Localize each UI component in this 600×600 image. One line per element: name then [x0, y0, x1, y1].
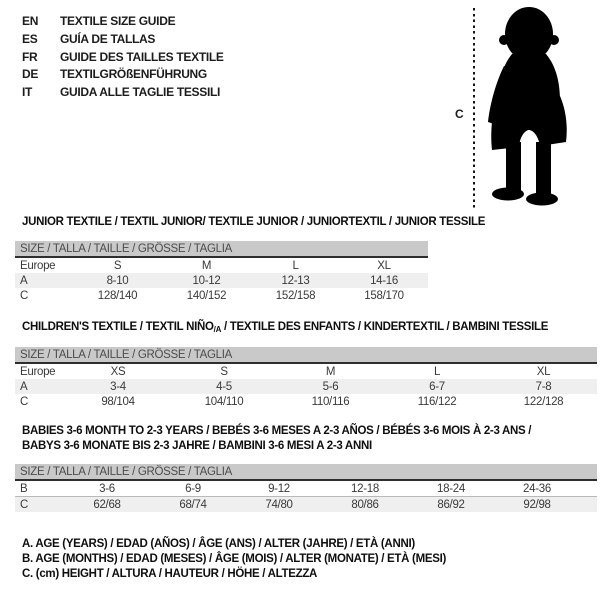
empty-cell [580, 496, 598, 512]
table-row: A 8-10 10-12 12-13 14-16 [15, 273, 429, 288]
size-value-cell: 122/128 [523, 395, 564, 408]
section-title-junior: JUNIOR TEXTILE / TEXTIL JUNIOR/ TEXTILE … [22, 215, 485, 230]
section-title-line: BABYS 3-6 MONATE BIS 2-3 JAHRE / BAMBINI… [22, 440, 372, 452]
size-value-cell: S [220, 365, 228, 378]
junior-size-table: SIZE / TALLA / TAILLE / GRÖSSE / TAGLIA E… [15, 241, 429, 303]
size-value-cell: 10-12 [162, 273, 251, 288]
table-row: C 62/68 68/74 74/80 80/86 86/92 92/98 [15, 496, 598, 512]
language-title: TEXTILE SIZE GUIDE [60, 14, 176, 28]
size-value-cell: 14-16 [340, 273, 429, 288]
table-header-size: SIZE / TALLA / TAILLE / GRÖSSE / TAGLIA [15, 241, 429, 258]
size-value-cell: 128/140 [97, 289, 138, 302]
section-title-line: JUNIOR TEXTILE / TEXTIL JUNIOR/ TEXTILE … [22, 216, 486, 228]
height-measure-label: C [455, 107, 464, 121]
size-value-cell: 86/92 [408, 496, 494, 512]
language-code: EN [22, 14, 39, 28]
language-list: EN TEXTILE SIZE GUIDE ES GUÍA DE TALLAS FR GU… [22, 13, 224, 102]
size-value-cell: 6-9 [185, 482, 201, 495]
table-row: Europe XS S M L XL [15, 363, 597, 379]
size-value-cell: XL [377, 259, 391, 272]
size-value-cell: M [201, 259, 212, 272]
section-title-line: BABIES 3-6 MONTH TO 2-3 YEARS / BEBÉS 3-… [22, 425, 532, 437]
size-value-cell: L [292, 259, 299, 272]
table-row: C 128/140 140/152 152/158 158/170 [15, 288, 428, 303]
language-title: TEXTILGRÖßENFÜHRUNG [60, 67, 207, 82]
row-label: B [20, 482, 28, 495]
footnote-line: C. (cm) HEIGHT / ALTURA / HAUTEUR / HÖHE… [22, 568, 318, 580]
size-value-cell: 158/170 [364, 289, 404, 302]
language-title: GUIDA ALLE TAGLIE TESSILI [60, 85, 221, 100]
size-value-cell: 8-10 [73, 273, 162, 288]
size-value-cell: 12-13 [251, 273, 340, 288]
table-row: Europe S M L XL [15, 257, 428, 273]
size-value-cell: L [433, 365, 441, 378]
size-value-cell: 152/158 [275, 289, 316, 302]
table-header-size: SIZE / TALLA / TAILLE / GRÖSSE / TAGLIA [15, 347, 598, 364]
size-value-cell: 140/152 [186, 289, 227, 302]
size-value-cell: 9-12 [268, 482, 290, 495]
table-row: B 3-6 6-9 9-12 12-18 18-24 24-36 [15, 480, 597, 497]
size-value-cell: 92/98 [494, 496, 580, 512]
row-label: Europe [20, 365, 56, 378]
size-value-cell: 12-18 [351, 482, 379, 495]
row-label: Europe [20, 259, 56, 272]
language-row: FR GUIDE DES TAILLES TEXTILE [22, 49, 224, 67]
baby-silhouette-icon [488, 7, 567, 206]
table-row: C 98/104 104/110 110/116 116/122 122/128 [15, 394, 597, 409]
size-value-cell: 5-6 [277, 379, 384, 394]
language-row: IT GUIDA ALLE TAGLIE TESSILI [22, 84, 224, 102]
footnote-line: A. AGE (YEARS) / EDAD (AÑOS) / ÂGE (ANS)… [22, 538, 415, 550]
section-title-line: CHILDREN'S TEXTILE / TEXTIL NIÑO/A / TEX… [22, 321, 549, 334]
size-value-cell: 18-24 [437, 482, 465, 495]
size-value-cell: 7-8 [490, 379, 598, 394]
size-value-cell: 3-4 [65, 379, 171, 394]
table-header-size: SIZE / TALLA / TAILLE / GRÖSSE / TAGLIA [15, 464, 598, 481]
language-title: GUÍA DE TALLAS [60, 31, 156, 46]
size-value-cell: M [325, 365, 336, 378]
size-value-cell: 116/122 [417, 395, 457, 408]
size-value-cell: 104/110 [204, 395, 244, 408]
size-value-cell: 68/74 [150, 496, 236, 512]
footnotes: A. AGE (YEARS) / EDAD (AÑOS) / ÂGE (ANS)… [22, 537, 446, 582]
language-row: DE TEXTILGRÖßENFÜHRUNG [22, 66, 224, 84]
size-value-cell: S [113, 259, 122, 272]
section-title-children: CHILDREN'S TEXTILE / TEXTIL NIÑO/A / TEX… [22, 320, 548, 337]
size-value-cell: 98/104 [101, 395, 135, 408]
row-label: C [15, 496, 64, 512]
language-code: DE [22, 67, 39, 82]
language-code: IT [22, 85, 33, 100]
size-value-cell: 3-6 [99, 482, 115, 495]
language-row: EN TEXTILE SIZE GUIDE [22, 13, 224, 31]
height-dashed-line [473, 8, 475, 208]
row-label: C [20, 395, 29, 408]
language-code: ES [22, 31, 38, 46]
size-value-cell: 24-36 [523, 482, 551, 495]
size-value-cell: 80/86 [322, 496, 408, 512]
size-value-cell: 110/116 [311, 395, 350, 408]
size-value-cell: 6-7 [384, 379, 490, 394]
table-row: A 3-4 4-5 5-6 6-7 7-8 [15, 379, 598, 394]
size-value-cell: 4-5 [171, 379, 277, 394]
size-value-cell: XS [110, 365, 126, 378]
language-row: ES GUÍA DE TALLAS [22, 31, 224, 49]
row-label: A [15, 379, 65, 394]
footnote-line: B. AGE (MONTHS) / EDAD (MESES) / ÂGE (MO… [22, 553, 447, 565]
language-title: GUIDE DES TAILLES TEXTILE [60, 49, 224, 64]
size-value-cell: 74/80 [236, 496, 322, 512]
empty-cell [580, 480, 597, 497]
children-size-table: SIZE / TALLA / TAILLE / GRÖSSE / TAGLIA E… [15, 347, 598, 409]
language-code: FR [22, 49, 38, 64]
section-title-babies: BABIES 3-6 MONTH TO 2-3 YEARS / BEBÉS 3-… [22, 424, 532, 454]
babies-size-table: SIZE / TALLA / TAILLE / GRÖSSE / TAGLIA B… [15, 464, 598, 512]
size-value-cell: XL [536, 365, 551, 378]
row-label: A [15, 273, 73, 288]
size-value-cell: 62/68 [64, 496, 150, 512]
row-label: C [20, 289, 29, 302]
